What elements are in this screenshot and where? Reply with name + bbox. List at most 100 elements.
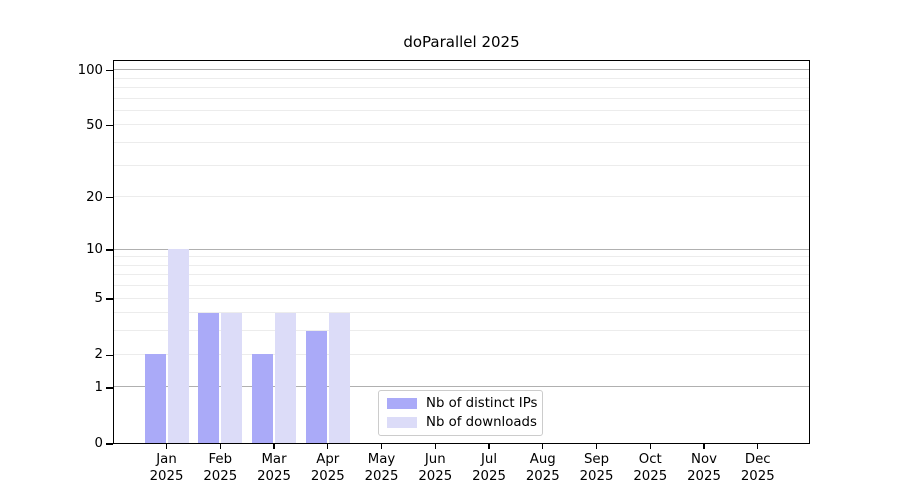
x-tick-mark xyxy=(380,444,383,449)
gridline-major xyxy=(114,386,809,388)
x-tick-month: Nov xyxy=(691,452,717,467)
x-tick-month: Aug xyxy=(529,452,556,467)
gridline-minor xyxy=(114,164,809,166)
bar-distinct-ips-jan xyxy=(144,354,166,443)
x-tick-label-sep: Sep 2025 xyxy=(569,452,625,485)
x-tick-mark xyxy=(649,444,651,449)
bar-distinct-ips-mar xyxy=(252,354,273,443)
chart-title: doParallel 2025 xyxy=(403,33,520,51)
gridline-minor xyxy=(114,77,809,79)
gridline-minor xyxy=(114,297,809,299)
x-tick-month: Jun xyxy=(424,452,446,467)
x-tick-label-dec: Dec 2025 xyxy=(730,452,786,485)
x-tick-label-aug: Aug 2025 xyxy=(515,452,571,485)
y-tick-mark xyxy=(106,298,113,300)
x-tick-month: Feb xyxy=(208,452,233,467)
x-tick-mark xyxy=(542,444,544,449)
bar-downloads-apr xyxy=(328,312,350,443)
x-tick-mark xyxy=(219,444,221,449)
gridline-minor xyxy=(114,196,809,198)
gridline-minor xyxy=(114,109,809,111)
gridline-major xyxy=(114,69,809,71)
gridline-major xyxy=(114,248,809,250)
gridline-minor xyxy=(114,312,809,314)
gridline-minor xyxy=(114,86,809,88)
y-tick-label: 5 xyxy=(94,291,103,307)
gridline-minor xyxy=(114,330,809,332)
x-tick-month: Sep xyxy=(583,452,610,467)
gridline-minor xyxy=(114,274,809,276)
x-tick-year: 2025 xyxy=(740,468,775,484)
x-tick-month: Jul xyxy=(480,452,498,467)
plot-area xyxy=(113,60,810,444)
y-tick-mark xyxy=(106,354,113,356)
legend-label-downloads: Nb of downloads xyxy=(426,415,537,430)
x-tick-year: 2025 xyxy=(149,468,184,484)
x-tick-label-mar: Mar 2025 xyxy=(246,452,302,485)
legend-item-distinct-ips: Nb of distinct IPs xyxy=(387,396,538,411)
y-tick-mark xyxy=(106,125,113,127)
x-tick-month: Jan xyxy=(156,452,177,467)
x-tick-label-nov: Nov 2025 xyxy=(676,452,732,485)
legend-item-downloads: Nb of downloads xyxy=(387,415,537,430)
x-tick-year: 2025 xyxy=(203,468,238,484)
x-tick-label-jul: Jul 2025 xyxy=(461,452,517,485)
gridline-minor xyxy=(114,124,809,126)
x-tick-mark xyxy=(703,444,705,449)
y-tick-label: 20 xyxy=(86,189,103,205)
gridline-minor xyxy=(114,256,809,258)
x-tick-mark xyxy=(327,444,329,449)
legend-label-distinct-ips: Nb of distinct IPs xyxy=(426,396,538,411)
x-tick-mark xyxy=(273,444,275,449)
legend: Nb of distinct IPs Nb of downloads xyxy=(378,390,543,436)
bar-downloads-jan xyxy=(167,249,189,443)
gridline-minor xyxy=(114,97,809,99)
x-tick-year: 2025 xyxy=(472,468,506,484)
x-tick-month: Dec xyxy=(744,452,771,467)
legend-swatch-downloads-icon xyxy=(387,417,417,428)
x-tick-label-jun: Jun 2025 xyxy=(407,452,463,485)
x-tick-year: 2025 xyxy=(364,468,399,484)
x-tick-month: Oct xyxy=(638,452,662,467)
y-tick-label: 0 xyxy=(94,436,103,451)
x-tick-year: 2025 xyxy=(525,468,560,484)
x-tick-mark xyxy=(434,444,436,449)
y-tick-label: 2 xyxy=(94,347,103,363)
x-tick-year: 2025 xyxy=(687,468,721,484)
gridline-minor xyxy=(114,353,809,355)
x-tick-year: 2025 xyxy=(310,468,345,484)
x-tick-mark xyxy=(757,444,759,449)
x-tick-label-may: May 2025 xyxy=(354,452,410,485)
y-tick-mark xyxy=(106,249,113,251)
gridline-minor xyxy=(114,264,809,266)
y-tick-label: 50 xyxy=(86,117,103,133)
gridline-minor xyxy=(114,142,809,144)
x-tick-mark xyxy=(595,444,598,449)
x-tick-year: 2025 xyxy=(418,468,453,484)
x-tick-year: 2025 xyxy=(257,468,291,484)
x-tick-month: Apr xyxy=(316,452,340,467)
bar-downloads-feb xyxy=(221,312,243,443)
x-tick-month: May xyxy=(367,452,396,467)
legend-swatch-distinct-ips-icon xyxy=(387,398,417,409)
x-tick-label-feb: Feb 2025 xyxy=(192,452,248,485)
x-tick-label-oct: Oct 2025 xyxy=(622,452,678,485)
y-tick-mark xyxy=(106,69,113,72)
x-tick-month: Mar xyxy=(261,452,287,467)
x-tick-mark xyxy=(165,444,168,449)
bar-downloads-mar xyxy=(275,312,296,443)
x-tick-year: 2025 xyxy=(579,468,614,484)
y-tick-mark xyxy=(106,443,113,445)
x-tick-mark xyxy=(488,444,490,449)
y-tick-mark xyxy=(106,387,113,389)
bar-distinct-ips-apr xyxy=(305,330,327,443)
x-tick-label-jan: Jan 2025 xyxy=(139,452,195,485)
gridline-minor xyxy=(114,285,809,287)
y-tick-label: 1 xyxy=(94,379,103,395)
y-tick-label: 100 xyxy=(77,62,103,78)
bar-distinct-ips-feb xyxy=(198,312,220,443)
x-tick-label-apr: Apr 2025 xyxy=(300,452,356,485)
x-tick-year: 2025 xyxy=(633,468,668,484)
y-tick-mark xyxy=(106,197,113,199)
